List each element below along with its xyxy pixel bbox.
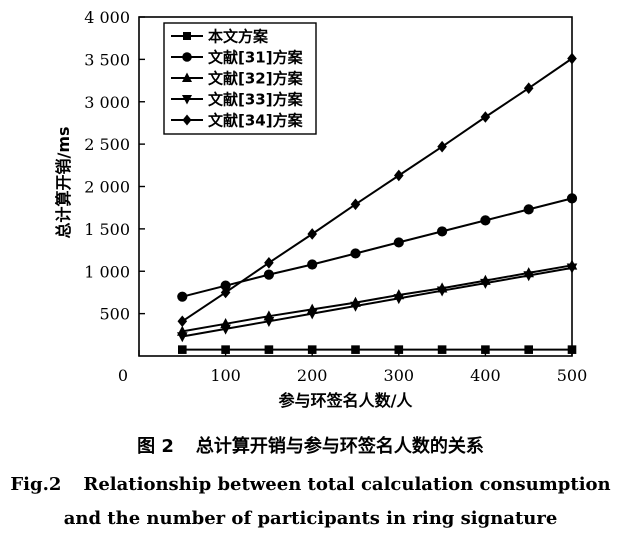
data-point-series-1 [481, 345, 490, 354]
data-point-series-2 [177, 291, 188, 302]
data-point-series-2 [307, 259, 318, 270]
data-point-series-5 [480, 111, 491, 123]
data-point-series-5 [394, 169, 404, 182]
x-tick-label: 100 [210, 366, 241, 385]
legend-label: 文献[31]方案 [208, 49, 304, 67]
y-tick-label: 2 000 [84, 178, 130, 197]
legend-swatch-marker [183, 32, 191, 40]
data-point-series-2 [437, 226, 448, 237]
data-point-series-4 [263, 316, 275, 328]
data-point-series-5 [523, 82, 534, 94]
data-point-series-2 [350, 248, 361, 259]
data-point-series-4 [177, 332, 188, 343]
x-tick-label: 400 [470, 366, 501, 385]
x-tick-label: 200 [297, 366, 328, 385]
data-point-series-2 [523, 204, 534, 215]
y-tick-label: 4 000 [84, 8, 130, 27]
data-point-series-1 [178, 345, 187, 354]
data-point-series-4 [566, 263, 578, 274]
series-line-2 [182, 197, 573, 298]
figure-caption-cn: 图 2 总计算开销与参与环签名人数的关系 [0, 432, 621, 458]
legend-swatch-marker [182, 52, 192, 62]
y-tick-label: 3 000 [84, 93, 130, 112]
data-point-series-1 [394, 345, 404, 354]
data-point-series-4 [436, 286, 448, 297]
data-point-series-4 [350, 301, 361, 312]
y-tick-label: 500 [99, 305, 130, 324]
legend-label: 本文方案 [208, 28, 269, 46]
data-point-series-1 [437, 345, 447, 354]
data-point-series-2 [393, 237, 404, 248]
legend-swatch-marker [182, 114, 192, 126]
figure-number-en: Fig.2 [10, 474, 62, 495]
y-axis-title: 总计算开销/ms [54, 126, 73, 238]
series-line-3 [182, 264, 573, 333]
x-tick-label: 500 [557, 366, 588, 385]
legend-label: 文献[34]方案 [208, 112, 304, 130]
data-point-series-5 [350, 198, 361, 211]
legend-label: 文献[33]方案 [208, 91, 304, 109]
data-point-series-1 [351, 345, 360, 354]
data-point-series-1 [524, 345, 533, 354]
data-point-series-5 [567, 52, 577, 65]
figure-caption-en: Fig.2 Relationship between total calculat… [0, 474, 621, 495]
data-point-series-1 [567, 345, 577, 354]
y-tick-label: 1 000 [84, 262, 130, 281]
figure-caption-en-line2: and the number of participants in ring s… [0, 508, 621, 529]
data-point-series-1 [264, 345, 274, 354]
legend-swatch-marker [182, 72, 192, 82]
data-point-series-2 [220, 280, 231, 291]
figure-title-cn: 总计算开销与参与环签名人数的关系 [195, 436, 484, 457]
y-tick-label: 3 500 [84, 50, 130, 69]
data-point-series-5 [307, 228, 317, 240]
data-point-series-5 [437, 140, 447, 153]
data-point-series-4 [480, 278, 491, 289]
figure-number-cn: 图 2 [137, 436, 174, 457]
data-point-series-4 [220, 324, 231, 335]
figure-title-en-line2: and the number of participants in ring s… [63, 508, 558, 529]
data-point-series-2 [263, 269, 274, 280]
line-chart: 0 100 200 300 400 500 500 1 000 1 500 2 000 2 500 3… [54, 8, 588, 410]
data-point-series-2 [566, 193, 578, 204]
data-point-series-4 [523, 271, 534, 282]
y-tick-label: 1 500 [84, 220, 130, 239]
data-point-series-5 [177, 315, 188, 328]
chart-svg: 0 100 200 300 400 500 500 1 000 1 500 2 000 2 500 3… [54, 8, 588, 410]
data-point-series-5 [220, 286, 231, 299]
data-point-series-5 [264, 256, 274, 269]
data-point-series-4 [306, 309, 318, 320]
data-point-series-4 [393, 294, 405, 305]
series-line-5 [181, 57, 573, 323]
x-axis-title: 参与环签名人数/人 [279, 391, 414, 410]
x-tick-label: 0 [118, 366, 128, 385]
data-point-series-1 [221, 345, 230, 354]
legend-swatch-marker [182, 95, 192, 105]
y-tick-label: 2 500 [84, 135, 130, 154]
data-point-series-2 [480, 215, 491, 226]
legend-label: 文献[32]方案 [208, 70, 304, 88]
x-tick-label: 300 [384, 366, 415, 385]
figure-title-en-line1: Relationship between total calculation c… [83, 474, 611, 495]
series-line-4 [182, 266, 573, 338]
data-point-series-1 [307, 345, 317, 354]
